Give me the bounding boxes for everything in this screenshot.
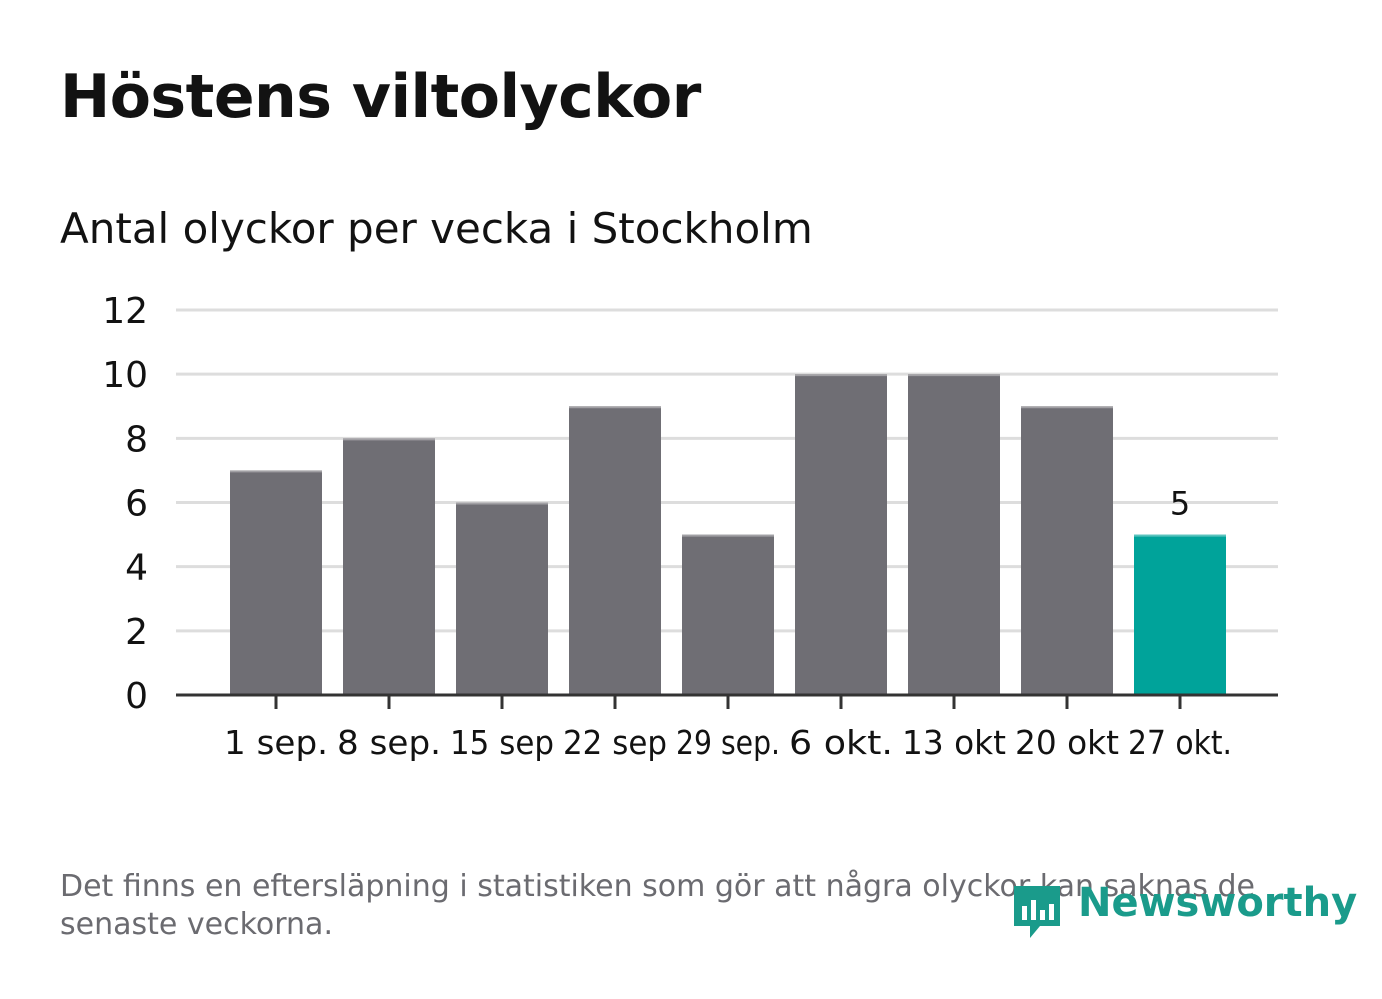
x-tick-label: 29 sep. — [676, 723, 780, 762]
bar — [908, 374, 1000, 695]
y-tick-label: 10 — [102, 355, 148, 396]
y-tick-label: 12 — [102, 291, 148, 332]
bar — [343, 438, 435, 695]
bar — [1134, 534, 1226, 695]
x-tick-label: 20 okt — [1015, 723, 1119, 762]
data-label: 5 — [1170, 485, 1190, 523]
x-tick-label: 13 okt — [902, 723, 1006, 762]
x-tick-label: 22 sep — [563, 723, 667, 762]
x-tick-label: 27 okt. — [1128, 723, 1232, 762]
x-tick-label: 6 okt. — [789, 723, 893, 762]
bar — [456, 502, 548, 695]
newsworthy-logo-icon — [1014, 886, 1060, 938]
x-tick-label: 15 sep — [450, 723, 554, 762]
bar — [795, 374, 887, 695]
bar — [1021, 406, 1113, 695]
chart-subtitle: Antal olyckor per vecka i Stockholm — [60, 204, 813, 253]
bar — [230, 470, 322, 695]
logo-text: Newsworthy — [1078, 880, 1358, 926]
y-tick-label: 4 — [125, 548, 148, 589]
bar-chart: 0 2 4 6 8 10 12 5 1 sep. 8 sep. 15 sep 22 sep 29 sep… — [102, 291, 1278, 762]
bar — [682, 534, 774, 695]
y-tick-label: 0 — [125, 676, 148, 717]
chart-title: Höstens viltolyckor — [60, 62, 701, 132]
y-tick-label: 2 — [125, 612, 148, 653]
x-tick-label: 1 sep. — [224, 723, 328, 762]
bar — [569, 406, 661, 695]
newsworthy-logo: Newsworthy — [1012, 878, 1357, 942]
y-tick-label: 6 — [125, 484, 148, 525]
y-tick-label: 8 — [125, 419, 148, 460]
x-tick-label: 8 sep. — [337, 723, 441, 762]
